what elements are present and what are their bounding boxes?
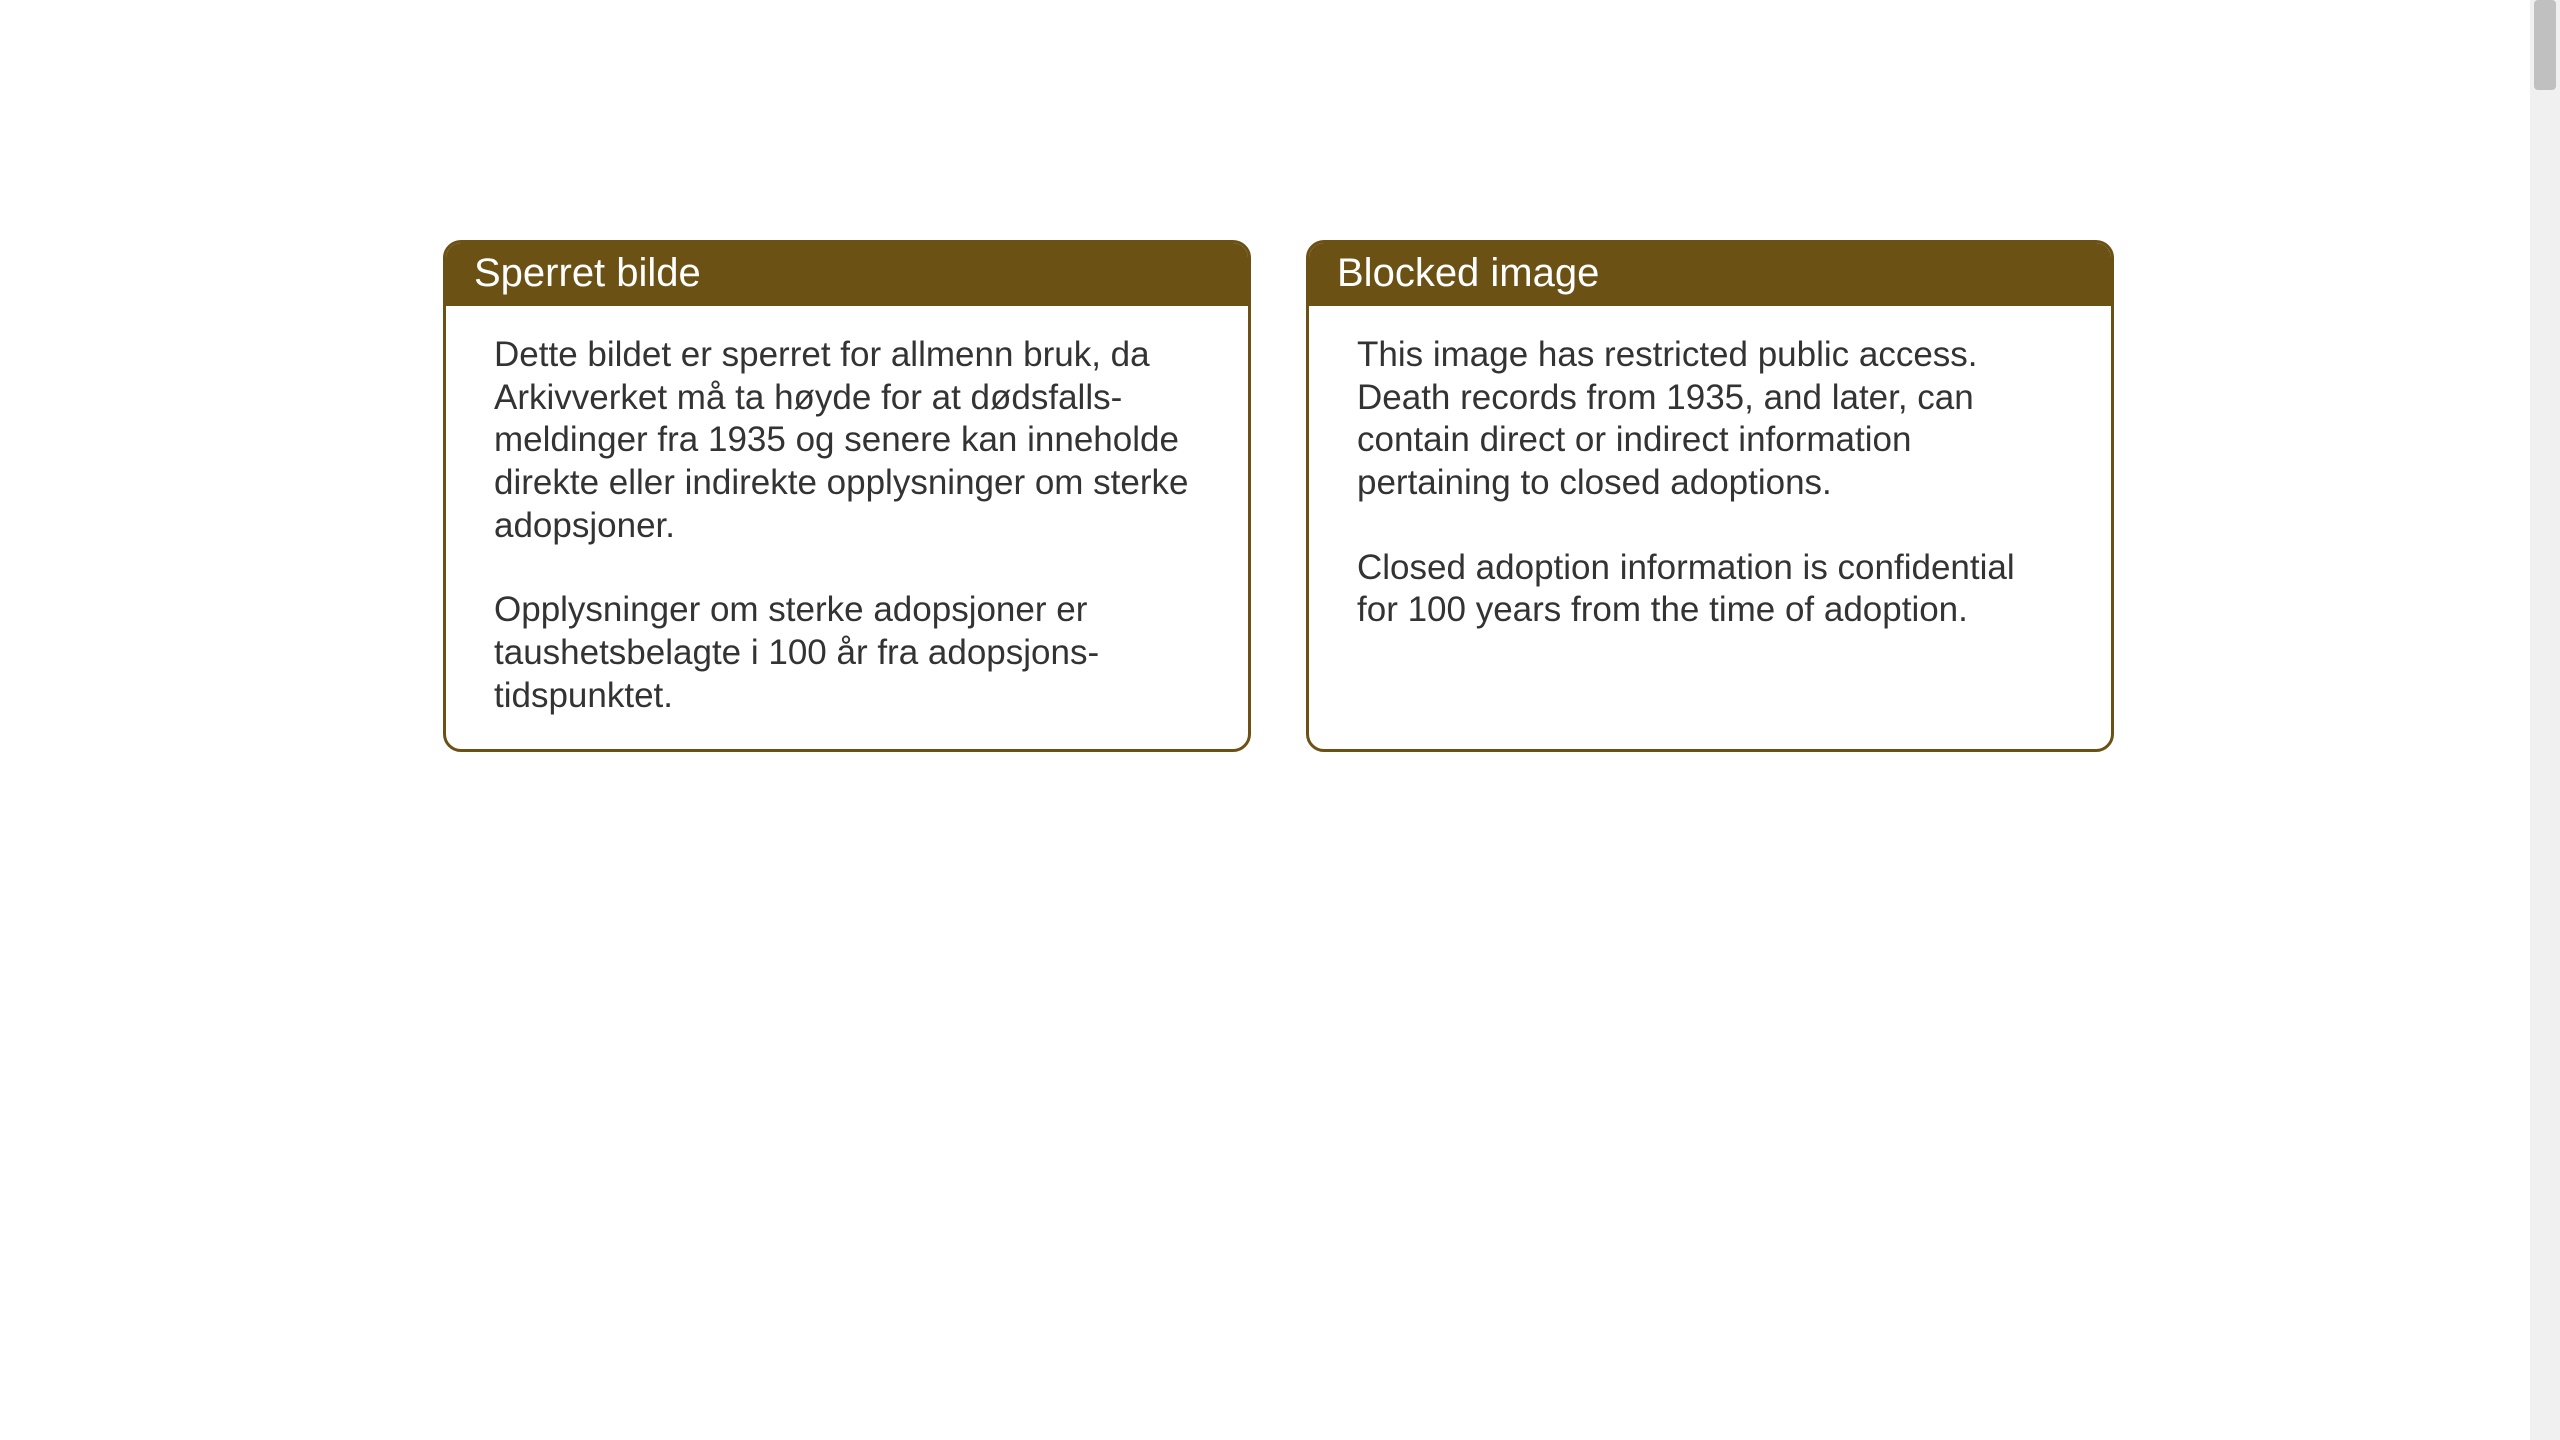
card-title-norwegian: Sperret bilde	[446, 243, 1248, 306]
card-body-english: This image has restricted public access.…	[1309, 306, 2111, 749]
scrollbar-track[interactable]	[2530, 0, 2560, 1440]
card-body-norwegian: Dette bildet er sperret for allmenn bruk…	[446, 306, 1248, 752]
notice-card-row: Sperret bilde Dette bildet er sperret fo…	[443, 240, 2114, 752]
scrollbar-thumb[interactable]	[2534, 0, 2556, 90]
card-paragraph-1-norwegian: Dette bildet er sperret for allmenn bruk…	[494, 334, 1200, 547]
blocked-image-card-english: Blocked image This image has restricted …	[1306, 240, 2114, 752]
blocked-image-card-norwegian: Sperret bilde Dette bildet er sperret fo…	[443, 240, 1251, 752]
card-title-english: Blocked image	[1309, 243, 2111, 306]
card-paragraph-2-english: Closed adoption information is confident…	[1357, 547, 2063, 632]
card-paragraph-2-norwegian: Opplysninger om sterke adopsjoner er tau…	[494, 589, 1200, 717]
card-paragraph-1-english: This image has restricted public access.…	[1357, 334, 2063, 505]
